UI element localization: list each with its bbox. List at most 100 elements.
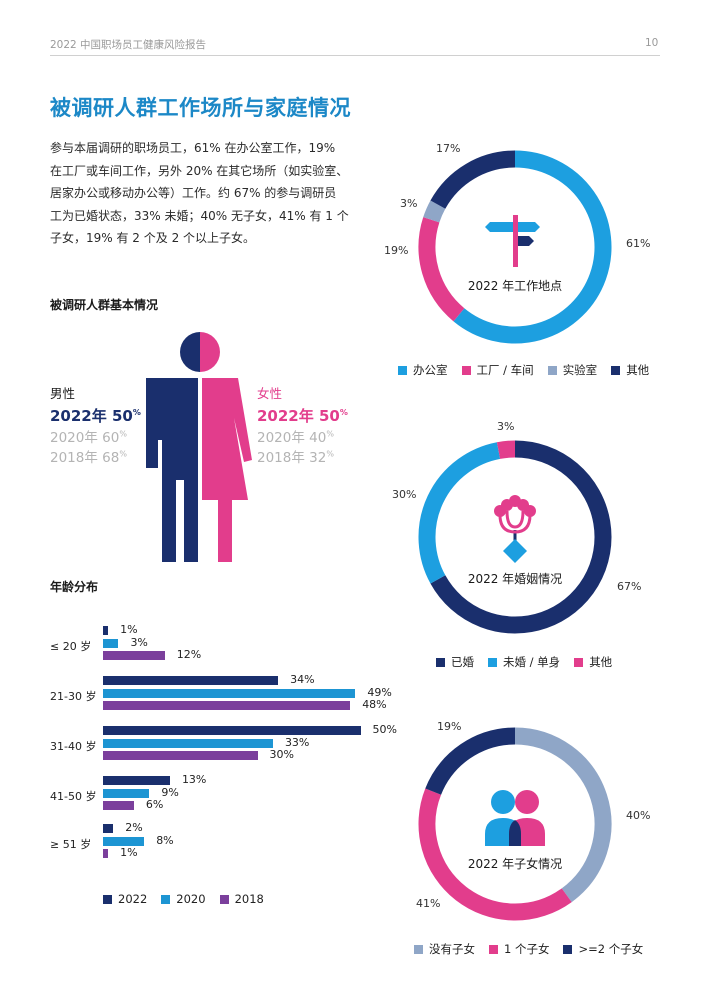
donut-segment — [496, 440, 516, 459]
male-2022-value: 50 — [111, 407, 133, 425]
legend-swatch — [103, 894, 112, 904]
donut-segment — [418, 217, 465, 322]
page-number: 10 — [645, 37, 659, 49]
legend-item-two-plus: >=2 个子女 — [563, 941, 643, 957]
intro-line: 居家办公或移动办公等）工作。约 67% 的参与调研员 — [50, 186, 337, 201]
children-chart-title: 2022 年子女情况 — [468, 856, 562, 871]
age-bar — [103, 788, 150, 798]
age-legend: 2022 2020 2018 — [103, 892, 264, 906]
male-2018-value: 2018年 68 — [50, 450, 120, 466]
marriage-donut-chart: 2022 年婚姻情况 — [418, 440, 612, 634]
age-bar — [103, 676, 279, 685]
legend-label: 2020 — [176, 892, 206, 906]
female-2022-unit: % — [339, 408, 348, 417]
male-2018-unit: % — [119, 449, 127, 459]
female-2022: 2022年 50% — [257, 405, 348, 426]
legend-item-factory: 工厂 / 车间 — [461, 362, 534, 378]
donut-segment — [418, 788, 572, 921]
female-2022-year: 2022年 — [257, 407, 314, 425]
donut-segment — [430, 150, 516, 209]
age-bar — [103, 651, 165, 660]
wedding-flower-icon — [494, 495, 536, 563]
male-2018: 2018年 68% — [50, 446, 127, 467]
male-head — [180, 332, 200, 372]
workplace-pct-other: 17% — [436, 142, 461, 155]
legend-item-no-child: 没有子女 — [414, 941, 475, 957]
age-bar-chart: ≤ 20 岁 1% 3% 12% 21-30 岁 34% 49% 48% 31-40 岁 50% 3… — [50, 620, 397, 880]
legend-swatch — [161, 894, 171, 904]
age-bar-value: 48% — [362, 698, 387, 711]
legend-item-marriage-other: 其他 — [574, 654, 612, 670]
age-bar — [103, 688, 356, 698]
male-2022-unit: % — [132, 408, 141, 417]
children-pct-one: 41% — [416, 897, 441, 910]
legend-item-single: 未婚 / 单身 — [488, 654, 560, 670]
workplace-pct-office: 61% — [626, 237, 651, 250]
legend-item-2020: 2020 — [161, 892, 206, 906]
children-pct-two-plus: 19% — [437, 720, 462, 733]
age-bar-value: 49% — [367, 685, 392, 699]
workplace-legend: 办公室 工厂 / 车间 实验室 其他 — [398, 362, 649, 378]
female-label: 女性 — [257, 386, 283, 401]
legend-swatch — [574, 657, 584, 667]
female-2018: 2018年 32% — [257, 446, 334, 467]
age-category-label: 21-30 岁 — [50, 690, 97, 703]
age-bar — [103, 849, 109, 858]
children-donut-chart: 2022 年子女情况 — [418, 727, 612, 921]
marriage-pct-single: 30% — [392, 488, 417, 501]
age-bar-value: 13% — [181, 773, 207, 786]
legend-label: >=2 个子女 — [578, 942, 644, 956]
legend-item-office: 办公室 — [398, 362, 448, 378]
male-2020: 2020年 60% — [50, 426, 127, 447]
age-bar-value: 6% — [145, 798, 164, 811]
age-bar — [103, 776, 170, 785]
legend-label: 办公室 — [413, 363, 448, 377]
intro-line: 参与本届调研的职场员工，61% 在办公室工作，19% — [50, 141, 336, 155]
legend-label: 未婚 / 单身 — [503, 655, 561, 669]
legend-swatch — [461, 365, 471, 375]
age-category-label: 41-50 岁 — [50, 790, 97, 803]
donut-segment — [453, 150, 612, 344]
legend-swatch — [611, 365, 621, 375]
donut-segment — [514, 727, 612, 903]
children-icon — [485, 790, 545, 846]
age-bar-value: 34% — [290, 673, 315, 686]
legend-swatch — [489, 944, 498, 954]
male-2020-unit: % — [119, 429, 127, 439]
basic-section-title: 被调研人群基本情况 — [50, 298, 159, 312]
age-bar — [103, 801, 134, 810]
legend-label: 没有子女 — [429, 942, 475, 956]
female-2020-unit: % — [326, 429, 334, 439]
age-bar-value: 33% — [284, 735, 310, 749]
female-2020: 2020年 40% — [257, 426, 334, 447]
donut-segment — [418, 442, 501, 584]
female-head — [200, 332, 220, 372]
legend-label: 工厂 / 车间 — [476, 363, 534, 377]
intro-paragraph: 参与本届调研的职场员工，61% 在办公室工作，19% 在工厂或车间工作，另外 2… — [50, 137, 380, 250]
donut-segment — [423, 200, 446, 223]
male-2020-value: 2020年 60 — [50, 430, 120, 446]
legend-item-lab: 实验室 — [547, 362, 598, 378]
workplace-donut-chart: 2022 年工作地点 — [418, 150, 612, 344]
legend-item-2022: 2022 — [103, 892, 147, 906]
age-bar — [103, 626, 109, 635]
age-bar-value: 12% — [176, 648, 202, 661]
age-bar-value: 1% — [120, 846, 138, 859]
legend-label: 1 个子女 — [504, 942, 550, 956]
male-label: 男性 — [50, 386, 76, 401]
legend-swatch — [488, 657, 497, 667]
marriage-chart-title: 2022 年婚姻情况 — [468, 571, 562, 586]
male-2022-year: 2022年 — [50, 407, 107, 425]
marriage-legend: 已婚 未婚 / 单身 其他 — [436, 654, 612, 670]
age-section-title: 年龄分布 — [50, 580, 99, 594]
legend-label: 其他 — [589, 655, 613, 669]
age-bar — [103, 738, 273, 748]
legend-item-married: 已婚 — [436, 654, 474, 670]
workplace-pct-lab: 3% — [400, 197, 418, 210]
female-body — [202, 378, 252, 562]
age-bar-value: 30% — [269, 748, 294, 761]
legend-label: 实验室 — [562, 363, 598, 377]
marriage-pct-other: 3% — [497, 420, 515, 433]
age-bar — [103, 638, 119, 648]
legend-swatch — [398, 365, 407, 375]
